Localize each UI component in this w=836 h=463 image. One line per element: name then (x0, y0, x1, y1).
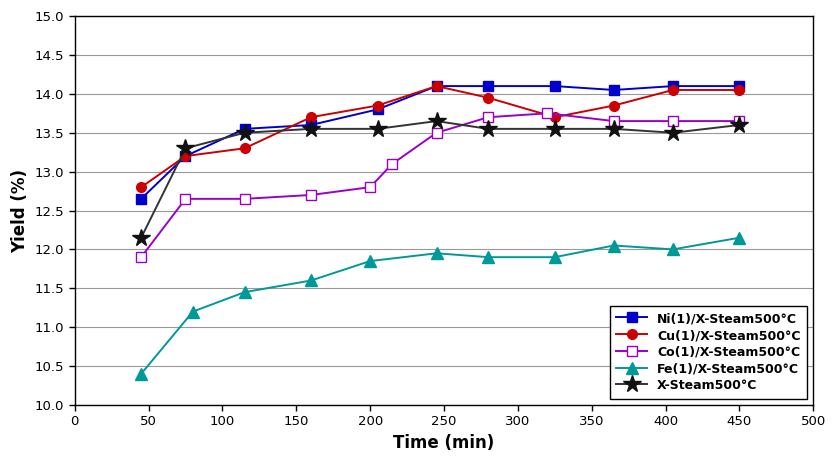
Cu(1)/X-Steam500°C (239, 145, 249, 151)
X-Steam500°C (136, 235, 146, 240)
Ni(1)/X-Steam500°C (733, 83, 743, 89)
Fe(1)/X-Steam500°C (667, 247, 677, 252)
Fe(1)/X-Steam500°C (549, 254, 559, 260)
Fe(1)/X-Steam500°C (364, 258, 375, 264)
Co(1)/X-Steam500°C (608, 119, 618, 124)
Co(1)/X-Steam500°C (364, 184, 375, 190)
Ni(1)/X-Steam500°C (608, 87, 618, 93)
Line: X-Steam500°C: X-Steam500°C (132, 112, 747, 247)
Ni(1)/X-Steam500°C (482, 83, 492, 89)
Fe(1)/X-Steam500°C (482, 254, 492, 260)
X-Steam500°C (608, 126, 618, 131)
Line: Cu(1)/X-Steam500°C: Cu(1)/X-Steam500°C (136, 81, 743, 192)
X-axis label: Time (min): Time (min) (393, 434, 494, 452)
Fe(1)/X-Steam500°C (136, 371, 146, 376)
Co(1)/X-Steam500°C (306, 192, 316, 198)
Cu(1)/X-Steam500°C (733, 87, 743, 93)
Co(1)/X-Steam500°C (733, 119, 743, 124)
Cu(1)/X-Steam500°C (549, 114, 559, 120)
Ni(1)/X-Steam500°C (136, 196, 146, 201)
X-Steam500°C (372, 126, 382, 131)
X-Steam500°C (482, 126, 492, 131)
Fe(1)/X-Steam500°C (187, 309, 197, 314)
Co(1)/X-Steam500°C (239, 196, 249, 201)
X-Steam500°C (431, 119, 441, 124)
X-Steam500°C (667, 130, 677, 136)
Cu(1)/X-Steam500°C (372, 103, 382, 108)
Ni(1)/X-Steam500°C (239, 126, 249, 131)
Fe(1)/X-Steam500°C (431, 250, 441, 256)
X-Steam500°C (549, 126, 559, 131)
Cu(1)/X-Steam500°C (431, 83, 441, 89)
Fe(1)/X-Steam500°C (239, 289, 249, 295)
Cu(1)/X-Steam500°C (181, 153, 191, 159)
Cu(1)/X-Steam500°C (608, 103, 618, 108)
Co(1)/X-Steam500°C (387, 161, 397, 167)
Ni(1)/X-Steam500°C (181, 153, 191, 159)
Ni(1)/X-Steam500°C (549, 83, 559, 89)
Ni(1)/X-Steam500°C (372, 106, 382, 112)
Co(1)/X-Steam500°C (431, 130, 441, 136)
X-Steam500°C (733, 122, 743, 128)
Ni(1)/X-Steam500°C (431, 83, 441, 89)
Co(1)/X-Steam500°C (667, 119, 677, 124)
Cu(1)/X-Steam500°C (306, 114, 316, 120)
X-Steam500°C (306, 126, 316, 131)
Co(1)/X-Steam500°C (136, 254, 146, 260)
Y-axis label: Yield (%): Yield (%) (11, 169, 29, 252)
Cu(1)/X-Steam500°C (482, 95, 492, 100)
Co(1)/X-Steam500°C (482, 114, 492, 120)
Cu(1)/X-Steam500°C (667, 87, 677, 93)
Fe(1)/X-Steam500°C (608, 243, 618, 248)
Co(1)/X-Steam500°C (181, 196, 191, 201)
Cu(1)/X-Steam500°C (136, 184, 146, 190)
X-Steam500°C (239, 130, 249, 136)
Ni(1)/X-Steam500°C (306, 122, 316, 128)
Line: Co(1)/X-Steam500°C: Co(1)/X-Steam500°C (136, 108, 743, 262)
Legend: Ni(1)/X-Steam500°C, Cu(1)/X-Steam500°C, Co(1)/X-Steam500°C, Fe(1)/X-Steam500°C, : Ni(1)/X-Steam500°C, Cu(1)/X-Steam500°C, … (609, 306, 806, 399)
Ni(1)/X-Steam500°C (667, 83, 677, 89)
Fe(1)/X-Steam500°C (733, 235, 743, 240)
Co(1)/X-Steam500°C (542, 111, 552, 116)
X-Steam500°C (181, 145, 191, 151)
Line: Ni(1)/X-Steam500°C: Ni(1)/X-Steam500°C (136, 81, 743, 204)
Fe(1)/X-Steam500°C (306, 278, 316, 283)
Line: Fe(1)/X-Steam500°C: Fe(1)/X-Steam500°C (135, 232, 744, 379)
